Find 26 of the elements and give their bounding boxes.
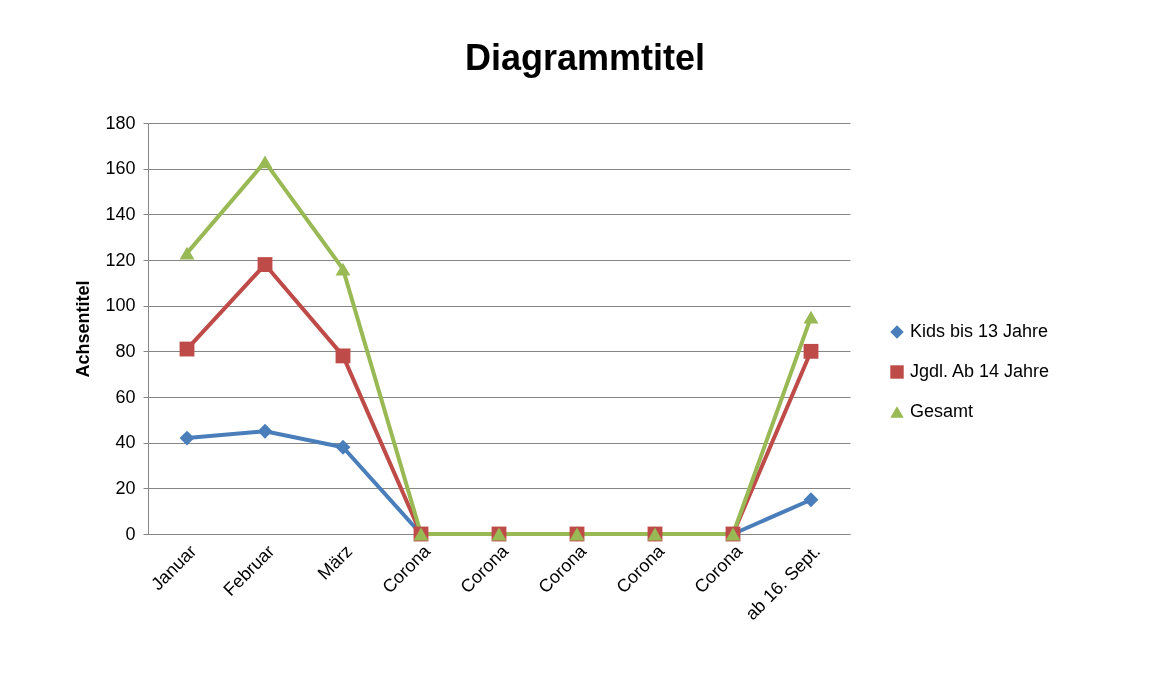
legend-label: Kids bis 13 Jahre xyxy=(910,321,1049,341)
y-tick-label: 100 xyxy=(105,295,136,316)
y-tick-label: 0 xyxy=(125,523,136,544)
y-axis-title: Achsentitel xyxy=(73,280,94,378)
point xyxy=(335,262,351,276)
point xyxy=(335,348,351,364)
y-tick-label: 40 xyxy=(115,432,136,453)
y-tick-label: 180 xyxy=(105,112,136,133)
y-tick-label: 60 xyxy=(115,386,136,407)
point xyxy=(179,430,195,446)
y-tick-label: 120 xyxy=(105,249,136,270)
y-tick-label: 160 xyxy=(105,158,136,179)
y-tick-label: 20 xyxy=(115,477,136,498)
legend-label: Jgdl. Ab 14 Jahre xyxy=(910,361,1050,381)
point xyxy=(803,343,819,359)
y-tick-label: 140 xyxy=(105,203,136,224)
point xyxy=(179,246,195,260)
point xyxy=(257,257,273,272)
point xyxy=(335,439,351,455)
point xyxy=(803,492,819,508)
legend-label: Gesamt xyxy=(910,401,974,421)
y-tick-label: 80 xyxy=(115,340,136,361)
point xyxy=(257,155,273,169)
point xyxy=(257,423,273,439)
chart-title: Diagrammtitel xyxy=(464,37,706,78)
point xyxy=(803,310,819,324)
